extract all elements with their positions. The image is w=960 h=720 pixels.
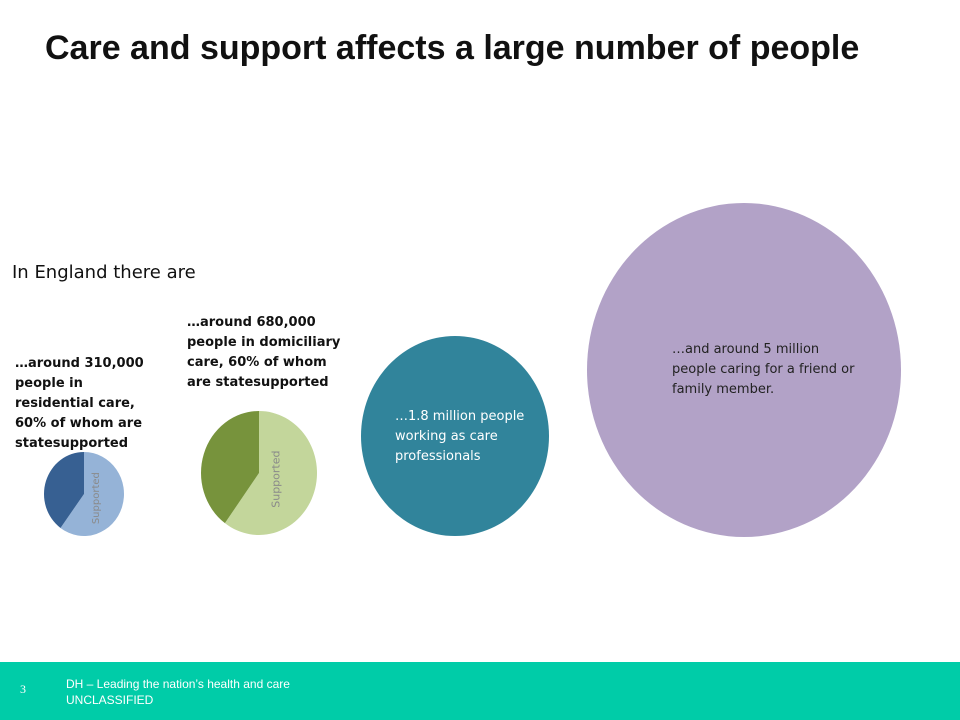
- pie1-slice-1: [44, 452, 84, 528]
- pie2-slice-0: [224, 411, 317, 535]
- intro-text: In England there are: [12, 262, 196, 283]
- residential-care-caption: …around 310,000 people in residential ca…: [15, 356, 144, 451]
- domiciliary-care-pie: Supported: [200, 411, 317, 535]
- carers-bubble: [587, 203, 901, 537]
- pie2-slice-1: [200, 411, 259, 524]
- slide-title: Care and support affects a large number …: [45, 29, 860, 67]
- carers-label: …and around 5 million people caring for …: [672, 342, 855, 397]
- footer-bar: [0, 662, 960, 720]
- footer-classification: UNCLASSIFIED: [66, 693, 154, 707]
- domiciliary-care-caption: …around 680,000 people in domiciliary ca…: [187, 315, 341, 390]
- care-professionals-bubble: [361, 336, 549, 536]
- footer-tagline: DH – Leading the nation’s health and car…: [66, 677, 290, 691]
- residential-care-pie: Supported: [44, 452, 124, 536]
- pie1-slice-0: [60, 452, 124, 536]
- charts-canvas: Supported Supported: [44, 203, 901, 537]
- care-professionals-label: …1.8 million people working as care prof…: [395, 409, 525, 464]
- page-number: 3: [20, 682, 26, 696]
- pie2-slice-label: Supported: [270, 451, 283, 508]
- pie1-slice-label: Supported: [91, 472, 102, 524]
